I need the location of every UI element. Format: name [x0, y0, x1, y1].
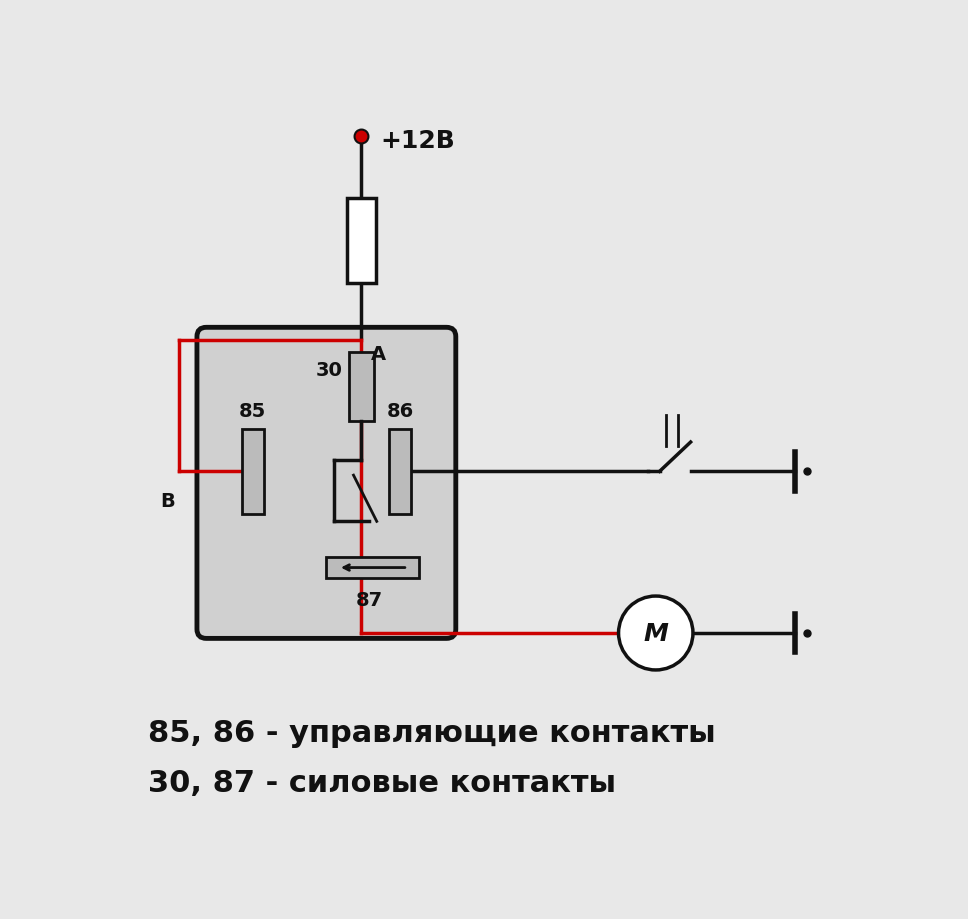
Text: 30: 30 — [316, 360, 343, 380]
Bar — [242, 429, 263, 514]
Text: A: A — [371, 345, 385, 364]
Bar — [389, 429, 410, 514]
FancyBboxPatch shape — [197, 328, 456, 639]
Bar — [326, 557, 419, 579]
Bar — [348, 353, 374, 422]
Text: 87: 87 — [355, 590, 382, 609]
Text: +12В: +12В — [380, 129, 455, 153]
Circle shape — [619, 596, 693, 670]
Text: 86: 86 — [386, 402, 413, 420]
Text: 30, 87 - силовые контакты: 30, 87 - силовые контакты — [148, 768, 617, 797]
Text: B: B — [161, 491, 175, 510]
Text: 85: 85 — [239, 402, 266, 420]
Bar — [347, 199, 376, 283]
Text: 85, 86 - управляющие контакты: 85, 86 - управляющие контакты — [148, 718, 716, 747]
Text: M: M — [644, 621, 668, 645]
